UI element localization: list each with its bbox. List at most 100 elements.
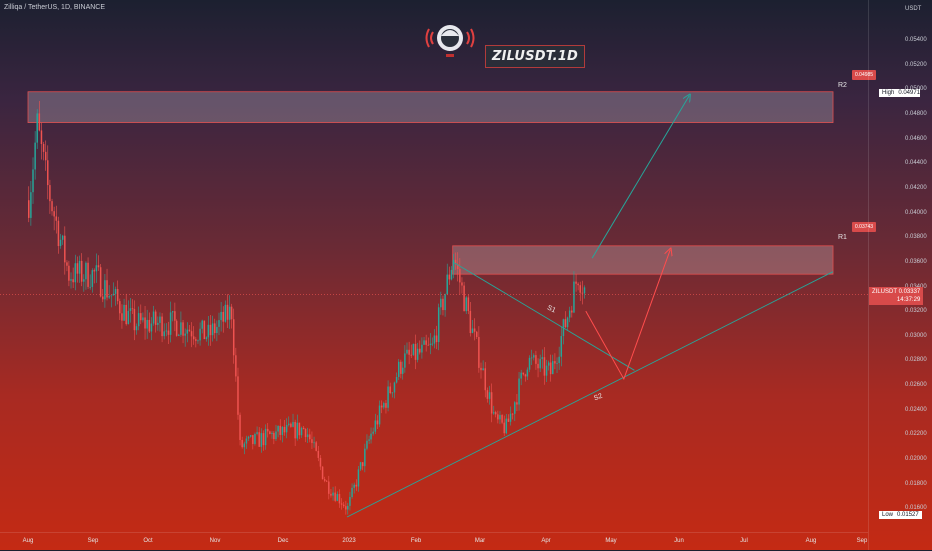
candle-body [163,331,165,337]
candle-body [442,298,444,311]
candle-body [448,274,451,280]
candle-body [328,481,330,494]
candle-body [40,130,43,144]
candle-body [516,402,518,405]
candle-body [249,435,252,437]
time-axis[interactable]: Aug Sep Oct Nov Dec 2023 Feb Mar Apr May Jun Jul Aug… [0,532,868,551]
candle-body [535,355,537,364]
candle-body [237,376,239,415]
price-tick: 0.05200 [905,61,927,68]
candle-body [509,413,512,422]
candle-body [571,310,573,313]
candle-body [135,326,138,331]
r1-alert-tag[interactable]: 0.03743 [852,222,877,232]
candle-body [32,169,34,193]
candle-body [95,265,98,272]
candle-body [581,292,584,294]
r2-alert-tag[interactable]: 0.04985 [852,70,877,80]
candle-body [376,420,379,425]
candle-body [83,279,85,282]
price-tick: 0.02600 [905,382,927,389]
trendline-s1 [452,261,635,371]
candle-body [72,279,74,283]
price-tick: 0.05400 [905,37,927,43]
price-tick: 0.04600 [905,135,927,142]
candle-body [207,324,210,338]
candle-body [478,336,480,368]
candle-body [68,265,70,281]
candle-body [201,320,203,329]
candle-body [34,142,36,170]
candle-body [99,267,102,297]
candle-body [192,336,195,340]
candle-body [520,372,522,379]
candle-body [484,368,487,391]
candle-body [473,328,476,332]
high-value: 0.04971 [898,90,921,96]
time-tick: Mar [474,538,486,544]
candle-body [184,333,186,336]
candle-body [247,436,250,439]
candle-body [325,480,328,482]
candle-body [76,263,79,274]
chart-area[interactable]: Zilliqa / TetherUS, 1D, BINANCE ZILUSDT.… [0,0,877,532]
bar-countdown: 14:37:29 [896,297,921,303]
candle-body [260,433,263,447]
candle-body [89,286,91,288]
current-price: 0.03337 [898,289,921,295]
candle-body [364,448,366,467]
price-chart[interactable] [0,0,868,532]
r2-label: R2 [838,82,847,89]
candle-body [315,442,317,451]
candle-body [241,439,243,448]
candle-body [74,263,77,283]
candle-body [131,308,134,310]
price-axis[interactable]: USDT 0.054000.052000.050000.048000.04600… [868,0,932,550]
candle-body [454,259,457,265]
candle-body [254,433,256,444]
candle-body [475,331,478,337]
candle-body [541,357,544,359]
candle-body [317,450,320,458]
candle-body [49,185,51,202]
candle-body [493,412,495,414]
candle-body [230,306,233,320]
candle-body [452,259,455,270]
candle-body [309,434,311,440]
candle-body [421,344,423,353]
candle-body [213,323,216,334]
candle-body [80,260,83,282]
candle-body [524,374,527,377]
candle-body [104,280,106,300]
candle-body [533,355,535,358]
candle-body [159,316,161,323]
candle-body [505,418,508,434]
candle-body [285,424,288,433]
candle-body [106,280,108,298]
candle-body [323,479,326,481]
brand-logo [424,18,476,62]
candle-body [497,414,499,420]
candle-body [264,428,267,446]
candle-body [366,440,368,449]
candle-body [488,392,491,399]
candle-body [66,262,68,266]
candle-body [499,415,501,420]
time-tick: Aug [805,538,817,544]
candle-body [142,317,144,321]
candle-body [349,497,351,506]
candle-body [361,462,364,467]
candle-body [304,428,307,438]
candle-body [93,270,95,272]
candle-body [391,392,394,394]
candle-body [435,335,438,343]
price-tick: 0.01600 [905,505,927,512]
candle-body [334,492,336,501]
candle-body [530,357,533,359]
candle-body [503,422,505,434]
current-symbol: ZILUSDT [872,289,897,295]
candle-body [383,403,385,408]
candle-body [51,201,53,212]
candle-body [108,296,110,298]
candle-body [279,425,281,435]
